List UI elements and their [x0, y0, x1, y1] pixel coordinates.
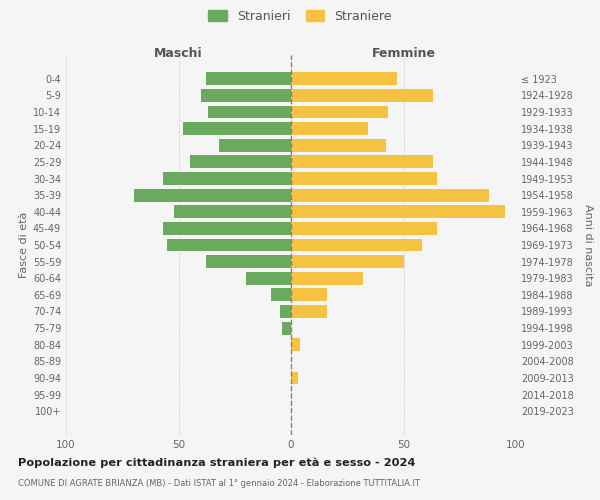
Bar: [205, 255, 291, 268]
Bar: [163, 222, 291, 235]
Bar: [291, 206, 505, 218]
Bar: [291, 305, 327, 318]
Bar: [183, 122, 291, 135]
Bar: [246, 272, 291, 284]
Bar: [291, 255, 404, 268]
Bar: [291, 172, 437, 185]
Bar: [163, 172, 291, 185]
Y-axis label: Fasce di età: Fasce di età: [19, 212, 29, 278]
Text: Maschi: Maschi: [154, 48, 203, 60]
Bar: [291, 372, 298, 384]
Bar: [133, 188, 291, 202]
Bar: [291, 106, 388, 118]
Bar: [291, 288, 327, 302]
Bar: [291, 72, 397, 85]
Text: COMUNE DI AGRATE BRIANZA (MB) - Dati ISTAT al 1° gennaio 2024 - Elaborazione TUT: COMUNE DI AGRATE BRIANZA (MB) - Dati IST…: [18, 479, 420, 488]
Bar: [271, 288, 291, 302]
Bar: [291, 156, 433, 168]
Text: Femmine: Femmine: [371, 48, 436, 60]
Bar: [280, 305, 291, 318]
Bar: [291, 222, 437, 235]
Bar: [291, 89, 433, 102]
Bar: [190, 156, 291, 168]
Bar: [291, 122, 367, 135]
Y-axis label: Anni di nascita: Anni di nascita: [583, 204, 593, 286]
Text: Popolazione per cittadinanza straniera per età e sesso - 2024: Popolazione per cittadinanza straniera p…: [18, 458, 415, 468]
Bar: [219, 139, 291, 151]
Bar: [174, 206, 291, 218]
Bar: [291, 139, 386, 151]
Bar: [282, 322, 291, 334]
Bar: [291, 272, 363, 284]
Bar: [205, 72, 291, 85]
Bar: [291, 238, 421, 252]
Bar: [167, 238, 291, 252]
Legend: Stranieri, Straniere: Stranieri, Straniere: [205, 6, 395, 26]
Bar: [208, 106, 291, 118]
Bar: [291, 338, 300, 351]
Bar: [291, 188, 489, 202]
Bar: [201, 89, 291, 102]
